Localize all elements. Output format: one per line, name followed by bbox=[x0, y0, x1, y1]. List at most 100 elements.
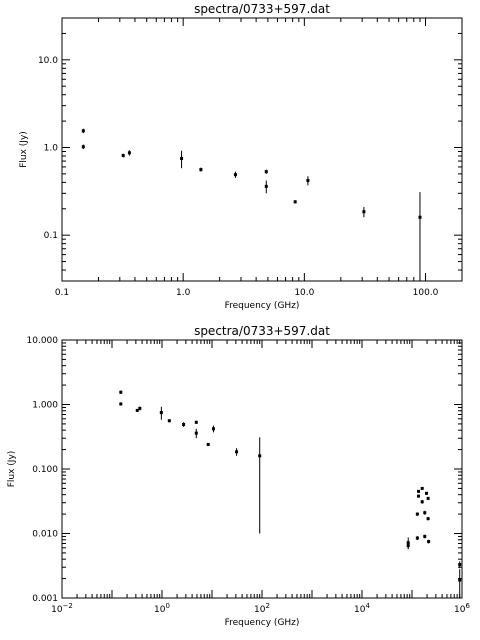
point-marker bbox=[306, 179, 310, 183]
point-marker bbox=[420, 486, 424, 490]
point-marker bbox=[423, 534, 427, 538]
y-tick-label: 0.001 bbox=[32, 594, 58, 604]
data-point bbox=[418, 192, 422, 281]
x-tick-label-base: 10 bbox=[51, 605, 63, 615]
point-marker bbox=[264, 170, 268, 174]
point-marker bbox=[423, 511, 427, 515]
x-tick-label-exponent: 6 bbox=[465, 602, 470, 610]
data-point bbox=[194, 428, 198, 439]
point-marker bbox=[458, 563, 462, 567]
data-point bbox=[206, 442, 210, 446]
data-point bbox=[420, 500, 424, 504]
point-marker bbox=[418, 215, 422, 219]
point-marker bbox=[138, 406, 142, 410]
data-point bbox=[426, 517, 430, 521]
point-marker bbox=[81, 145, 85, 149]
chart-top: spectra/0733+597.dat Frequency (GHz) Flux … bbox=[19, 2, 463, 311]
data-point bbox=[233, 171, 237, 178]
data-point bbox=[417, 489, 421, 493]
x-tick-label: 10−2 bbox=[51, 602, 73, 615]
data-point bbox=[420, 486, 424, 490]
point-marker bbox=[458, 578, 462, 582]
y-axis-label: Flux (Jy) bbox=[7, 451, 17, 488]
point-marker bbox=[119, 402, 123, 406]
data-point bbox=[81, 128, 85, 134]
x-tick-label: 100 bbox=[154, 602, 170, 615]
x-tick-label: 106 bbox=[454, 602, 470, 615]
data-point bbox=[423, 510, 427, 515]
data-point bbox=[182, 422, 186, 427]
point-marker bbox=[417, 489, 421, 493]
point-marker bbox=[121, 154, 125, 158]
data-point bbox=[415, 536, 419, 541]
y-tick-label: 10.0 bbox=[38, 56, 58, 66]
data-point bbox=[121, 153, 125, 158]
point-marker bbox=[127, 151, 131, 155]
data-point bbox=[458, 561, 462, 569]
data-point bbox=[423, 534, 427, 539]
data-point bbox=[159, 406, 163, 420]
data-point bbox=[119, 402, 123, 406]
y-tick-label: 0.1 bbox=[44, 231, 58, 241]
x-tick-label-base: 10 bbox=[154, 605, 166, 615]
point-marker bbox=[425, 491, 429, 495]
data-point bbox=[264, 169, 268, 174]
x-tick-label-base: 100.0 bbox=[413, 288, 439, 298]
x-tick-label: 102 bbox=[254, 602, 270, 615]
data-point bbox=[180, 150, 184, 169]
data-point bbox=[293, 200, 297, 204]
data-point bbox=[417, 494, 421, 498]
point-marker bbox=[81, 129, 85, 133]
data-point bbox=[138, 406, 142, 411]
x-tick-label-exponent: 2 bbox=[265, 602, 269, 610]
point-marker bbox=[235, 450, 239, 454]
point-marker bbox=[420, 500, 424, 504]
point-marker bbox=[182, 422, 186, 426]
y-tick-label: 0.010 bbox=[32, 530, 58, 540]
point-marker bbox=[167, 419, 171, 423]
y-tick-label: 1.0 bbox=[44, 143, 59, 153]
x-tick-label: 100.0 bbox=[413, 288, 439, 298]
point-marker bbox=[159, 411, 163, 415]
point-marker bbox=[426, 517, 430, 521]
data-point bbox=[119, 390, 123, 394]
data-point bbox=[211, 425, 215, 433]
x-tick-label-base: 1.0 bbox=[176, 288, 191, 298]
data-point bbox=[362, 206, 366, 218]
y-tick-label: 0.100 bbox=[32, 465, 58, 475]
y-axis-label: Flux (Jy) bbox=[19, 131, 29, 168]
x-tick-label-exponent: 0 bbox=[165, 602, 169, 610]
point-marker bbox=[199, 168, 203, 172]
point-marker bbox=[362, 210, 366, 214]
data-point bbox=[258, 437, 262, 534]
point-marker bbox=[406, 544, 410, 548]
point-marker bbox=[415, 512, 419, 516]
data-point bbox=[426, 496, 430, 501]
point-marker bbox=[415, 536, 419, 540]
data-point bbox=[127, 150, 131, 156]
x-tick-label: 1.0 bbox=[176, 288, 191, 298]
data-point bbox=[194, 420, 198, 424]
x-tick-label-base: 0.1 bbox=[55, 288, 69, 298]
data-point bbox=[306, 176, 310, 186]
data-point bbox=[199, 167, 203, 172]
data-point bbox=[406, 543, 410, 549]
data-point bbox=[81, 144, 85, 150]
x-tick-label: 104 bbox=[354, 602, 370, 615]
y-tick-label: 1.000 bbox=[32, 401, 58, 411]
x-tick-label-base: 10 bbox=[354, 605, 366, 615]
point-marker bbox=[417, 494, 421, 498]
point-marker bbox=[211, 427, 215, 431]
point-marker bbox=[426, 496, 430, 500]
point-marker bbox=[258, 454, 262, 458]
x-tick-label-exponent: 4 bbox=[365, 602, 370, 610]
point-marker bbox=[427, 540, 431, 544]
x-tick-label-exponent: −2 bbox=[63, 602, 73, 610]
point-marker bbox=[135, 408, 139, 412]
point-marker bbox=[264, 184, 268, 188]
x-axis-label: Frequency (GHz) bbox=[225, 618, 300, 628]
data-point bbox=[264, 180, 268, 194]
point-marker bbox=[180, 156, 184, 160]
x-tick-label-base: 10.0 bbox=[294, 288, 314, 298]
data-point bbox=[425, 491, 429, 495]
